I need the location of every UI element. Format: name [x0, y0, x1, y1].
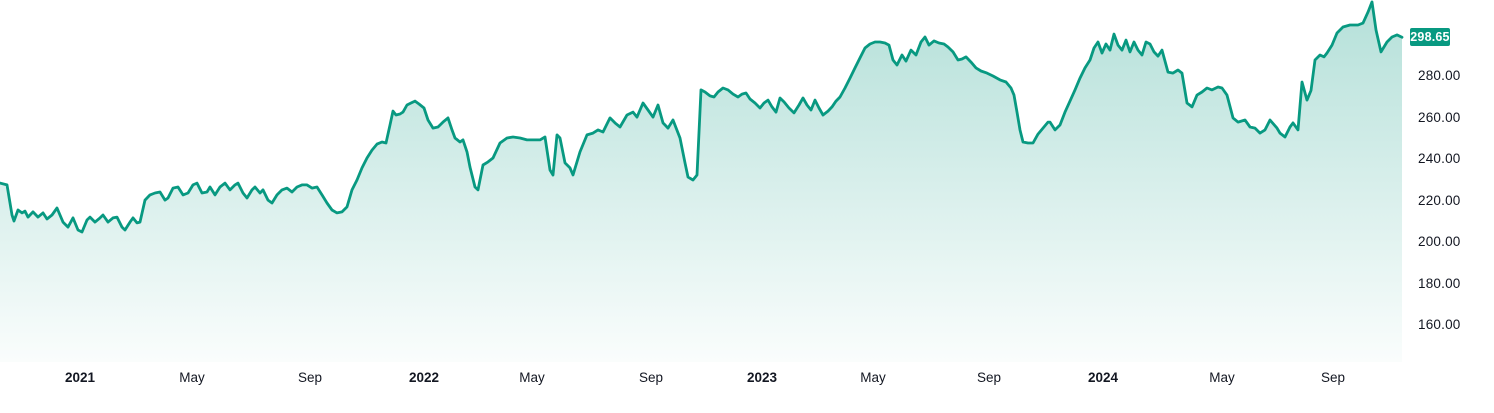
y-axis-label: 280.00	[1418, 68, 1461, 83]
x-axis[interactable]: 2021 May Sep 2022 May Sep 2023 May Sep 2024 May Sep	[0, 362, 1494, 396]
price-line	[0, 0, 1404, 234]
x-axis-year-label: 2021	[64, 370, 96, 385]
y-axis-label: 160.00	[1418, 317, 1461, 332]
x-axis-month-label: May	[179, 370, 205, 385]
y-axis-label: 260.00	[1418, 109, 1461, 125]
area-fill	[0, 1, 1402, 363]
x-axis-year-label: 2023	[746, 370, 778, 385]
x-axis-month-label: Sep	[638, 370, 664, 385]
x-axis-month-label: May	[519, 370, 545, 385]
y-axis[interactable]: 280.00 260.00 240.00 220.00 200.00 180.00 160.…	[1412, 0, 1494, 360]
x-axis-month-label: May	[860, 370, 886, 385]
last-price-label: 298.65	[1410, 30, 1450, 45]
x-axis-month-label: Sep	[297, 370, 323, 385]
last-price-badge: 298.65	[1410, 28, 1450, 47]
x-axis-month-label: Sep	[976, 370, 1002, 385]
y-axis-label: 180.00	[1418, 275, 1461, 291]
y-axis-label: 240.00	[1418, 151, 1461, 166]
y-axis-label: 220.00	[1418, 192, 1461, 208]
x-axis-month-label: May	[1209, 370, 1235, 385]
x-axis-year-label: 2022	[408, 370, 440, 385]
y-axis-label: 200.00	[1418, 234, 1461, 249]
x-axis-month-label: Sep	[1320, 370, 1346, 385]
x-axis-year-label: 2024	[1087, 370, 1119, 385]
